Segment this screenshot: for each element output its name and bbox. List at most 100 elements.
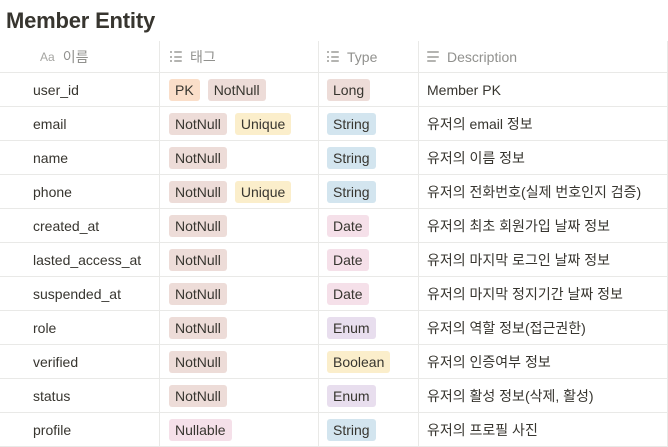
name-cell[interactable]: role [0,311,160,344]
name-cell[interactable]: lasted_access_at [0,243,160,276]
tag-notnull: NotNull [169,146,227,169]
tag-notnull: NotNull [207,78,266,101]
type-cell[interactable]: Enum [319,379,419,412]
table-row[interactable]: role NotNull Enum 유저의 역할 정보(접근권한) [0,311,668,345]
type-cell[interactable]: String [319,141,419,174]
tag-notnull: NotNull [169,282,227,305]
description-cell[interactable]: 유저의 전화번호(실제 번호인지 검증) [419,175,668,208]
name-cell[interactable]: verified [0,345,160,378]
column-header-tags[interactable]: 태그 [160,41,319,72]
type-tag-date: Date [327,248,369,271]
tag-notnull: NotNull [169,112,227,135]
field-name: name [33,149,69,166]
name-cell[interactable]: user_id [0,73,160,106]
field-name: lasted_access_at [33,251,142,268]
name-cell[interactable]: phone [0,175,160,208]
description-cell[interactable]: 유저의 최초 회원가입 날짜 정보 [419,209,668,242]
table-row[interactable]: status NotNull Enum 유저의 활성 정보(삭제, 활성) [0,379,668,413]
type-tag-long: Long [327,78,371,101]
tag-notnull: NotNull [169,180,227,203]
description-text: 유저의 email 정보 [427,115,533,132]
description-cell[interactable]: 유저의 이름 정보 [419,141,668,174]
table-row[interactable]: user_id PK NotNull Long Member PK [0,73,668,107]
type-cell[interactable]: Enum [319,311,419,344]
type-tag-string: String [327,418,376,441]
type-tag-string: String [327,112,376,135]
description-text: Member PK [427,81,501,98]
column-header-type-label: Type [347,48,378,65]
type-cell[interactable]: Date [319,243,419,276]
description-text: 유저의 이름 정보 [427,149,525,166]
description-cell[interactable]: 유저의 프로필 사진 [419,413,668,446]
description-text: 유저의 역할 정보(접근권한) [427,319,586,336]
column-header-description-label: Description [447,48,518,65]
tags-cell[interactable]: NotNull [160,345,319,378]
tag-notnull: NotNull [169,316,227,339]
tags-cell[interactable]: NotNull [160,209,319,242]
tag-unique: Unique [234,180,292,203]
description-text: 유저의 마지막 로그인 날짜 정보 [427,251,610,268]
table-row[interactable]: created_at NotNull Date 유저의 최초 회원가입 날짜 정보 [0,209,668,243]
type-tag-enum: Enum [327,316,376,339]
table-row[interactable]: lasted_access_at NotNull Date 유저의 마지막 로그인 날… [0,243,668,277]
description-cell[interactable]: 유저의 인증여부 정보 [419,345,668,378]
description-cell[interactable]: 유저의 마지막 로그인 날짜 정보 [419,243,668,276]
tag-nullable: Nullable [169,418,232,441]
type-cell[interactable]: Date [319,209,419,242]
field-name: profile [33,421,72,438]
description-cell[interactable]: 유저의 마지막 정지기간 날짜 정보 [419,277,668,310]
description-text: 유저의 프로필 사진 [427,421,538,438]
type-cell[interactable]: String [319,175,419,208]
tag-pk: PK [169,78,200,101]
table-row[interactable]: email NotNull Unique String 유저의 email 정보 [0,107,668,141]
table-row[interactable]: verified NotNull Boolean 유저의 인증여부 정보 [0,345,668,379]
table-header-row: Aa 이름 태그 Type Description [0,40,668,73]
column-header-tags-label: 태그 [190,48,216,65]
field-name: suspended_at [33,285,121,302]
column-header-name[interactable]: Aa 이름 [0,41,160,72]
text-property-icon: Aa [40,49,55,64]
description-cell[interactable]: 유저의 역할 정보(접근권한) [419,311,668,344]
description-text: 유저의 전화번호(실제 번호인지 검증) [427,183,642,200]
field-name: created_at [33,217,100,234]
tags-cell[interactable]: NotNull Unique [160,107,319,140]
tags-cell[interactable]: NotNull [160,311,319,344]
member-entity-table: Aa 이름 태그 Type Description user_ [0,40,668,447]
tags-cell[interactable]: Nullable [160,413,319,446]
description-cell[interactable]: 유저의 email 정보 [419,107,668,140]
tag-notnull: NotNull [169,384,227,407]
column-header-description[interactable]: Description [419,41,668,72]
text-lines-icon [427,51,439,62]
name-cell[interactable]: status [0,379,160,412]
table-row[interactable]: name NotNull String 유저의 이름 정보 [0,141,668,175]
tags-cell[interactable]: NotNull [160,141,319,174]
name-cell[interactable]: email [0,107,160,140]
table-row[interactable]: suspended_at NotNull Date 유저의 마지막 정지기간 날짜 정… [0,277,668,311]
field-name: role [33,319,57,336]
table-row[interactable]: phone NotNull Unique String 유저의 전화번호(실제 번호인지… [0,175,668,209]
column-header-type[interactable]: Type [319,41,419,72]
description-text: 유저의 최초 회원가입 날짜 정보 [427,217,610,234]
tags-cell[interactable]: NotNull [160,277,319,310]
name-cell[interactable]: profile [0,413,160,446]
type-cell[interactable]: Date [319,277,419,310]
tags-cell[interactable]: NotNull Unique [160,175,319,208]
type-tag-enum: Enum [327,384,376,407]
field-name: phone [33,183,72,200]
tags-cell[interactable]: PK NotNull [160,73,319,106]
field-name: status [33,387,71,404]
description-cell[interactable]: Member PK [419,73,668,106]
type-cell[interactable]: Long [319,73,419,106]
name-cell[interactable]: name [0,141,160,174]
name-cell[interactable]: created_at [0,209,160,242]
description-text: 유저의 마지막 정지기간 날짜 정보 [427,285,623,302]
type-cell[interactable]: String [319,413,419,446]
description-cell[interactable]: 유저의 활성 정보(삭제, 활성) [419,379,668,412]
tags-cell[interactable]: NotNull [160,379,319,412]
page-title: Member Entity [6,8,155,33]
table-row[interactable]: profile Nullable String 유저의 프로필 사진 [0,413,668,447]
type-cell[interactable]: Boolean [319,345,419,378]
tags-cell[interactable]: NotNull [160,243,319,276]
type-cell[interactable]: String [319,107,419,140]
name-cell[interactable]: suspended_at [0,277,160,310]
